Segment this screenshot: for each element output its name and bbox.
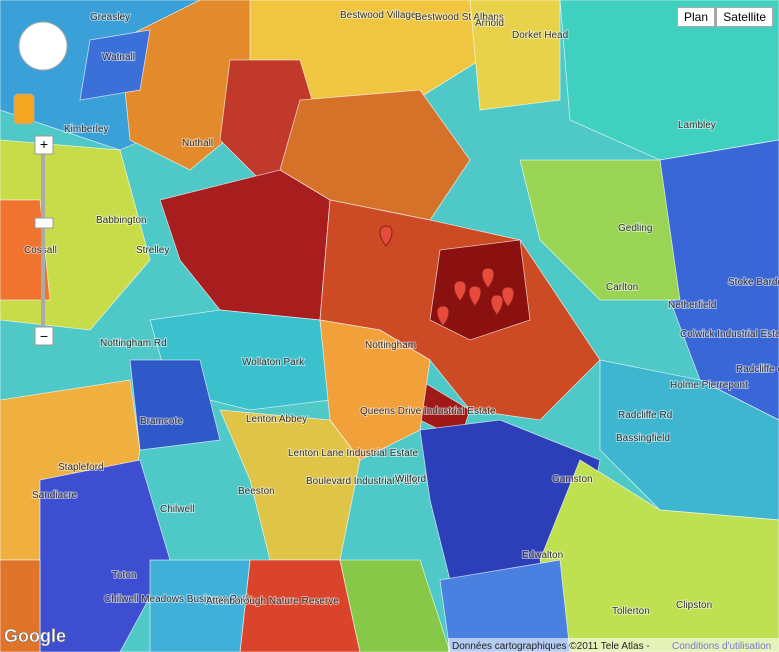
- markers: [379, 225, 515, 327]
- place-label: Gedling: [618, 223, 652, 234]
- marker[interactable]: [501, 286, 515, 308]
- place-label: Bramcote: [140, 416, 183, 427]
- place-label: Holme Pierrepont: [670, 380, 748, 391]
- place-label: Stoke Bardolph: [728, 277, 779, 288]
- place-label: Sandiacre: [32, 490, 77, 501]
- place-label: Gamston: [552, 474, 593, 485]
- pegman[interactable]: [13, 93, 35, 125]
- marker[interactable]: [453, 280, 467, 302]
- pan-control[interactable]: [18, 21, 68, 71]
- place-label: Bassingfield: [616, 433, 670, 444]
- place-label: Carlton: [606, 282, 638, 293]
- logo: Google: [4, 626, 66, 646]
- attribution-bg: [448, 638, 779, 652]
- place-label: Wollaton Park: [242, 357, 305, 368]
- terms-link[interactable]: Conditions d'utilisation: [672, 641, 771, 652]
- place-label: Watnall: [102, 52, 135, 63]
- place-label: Greasley: [90, 12, 130, 23]
- place-label: Babbington: [96, 215, 147, 226]
- place-label: Chilwell Meadows Business Park: [104, 594, 252, 605]
- place-label: Attenborough Nature Reserve: [206, 596, 339, 607]
- marker[interactable]: [468, 285, 482, 307]
- place-label: Toton: [112, 570, 136, 581]
- place-label: Radcliffe on Trent: [736, 364, 779, 375]
- zoom-in-label: +: [40, 136, 48, 152]
- marker[interactable]: [436, 305, 450, 327]
- place-label: Lenton Abbey: [246, 414, 307, 425]
- place-label: Dorket Head: [512, 30, 568, 41]
- place-label: Edwalton: [522, 550, 563, 561]
- place-label: Clipston: [676, 600, 712, 611]
- place-label: Kimberley: [64, 124, 108, 135]
- road-label: Radcliffe Rd: [618, 410, 672, 421]
- place-label: Queens Drive Industrial Estate: [360, 406, 496, 417]
- zoom-in-button[interactable]: [34, 135, 54, 155]
- place-label: Boulevard Industrial Park: [306, 476, 419, 487]
- place-label: Bestwood Village: [340, 10, 417, 21]
- marker[interactable]: [490, 294, 504, 316]
- zoom-out-button[interactable]: [34, 326, 54, 346]
- place-label: Wilford: [395, 474, 426, 485]
- zoom-out-label: −: [40, 328, 48, 344]
- place-label: Stapleford: [58, 462, 104, 473]
- nav-controls: + −: [13, 21, 68, 346]
- place-label: Bestwood St Albans: [415, 12, 504, 23]
- place-label: Chilwell: [160, 504, 194, 515]
- marker[interactable]: [379, 225, 393, 247]
- road-label: Nottingham Rd: [100, 338, 167, 349]
- place-label: Strelley: [136, 245, 169, 256]
- attribution: Données cartographiques ©2011 Tele Atlas…: [452, 641, 650, 652]
- place-label: Lenton Lane Industrial Estate: [288, 448, 419, 459]
- place-label: Nottingham: [365, 340, 416, 351]
- place-label: Cossall: [24, 245, 57, 256]
- place-label: Netherfield: [668, 300, 716, 311]
- place-label: Lambley: [678, 120, 716, 131]
- plan-button[interactable]: Plan: [676, 7, 715, 27]
- place-labels: Greasley Watnall Bestwood Village Bestwo…: [23, 9, 779, 618]
- place-label: Nuthall: [182, 138, 213, 149]
- place-label: Beeston: [238, 486, 275, 497]
- place-label: Colwick Industrial Estate: [680, 329, 779, 340]
- zoom-slider[interactable]: [34, 217, 54, 229]
- place-label: Tollerton: [612, 606, 650, 617]
- marker[interactable]: [481, 267, 495, 289]
- satellite-button[interactable]: Satellite: [716, 7, 773, 27]
- place-label: Arnold: [475, 18, 504, 29]
